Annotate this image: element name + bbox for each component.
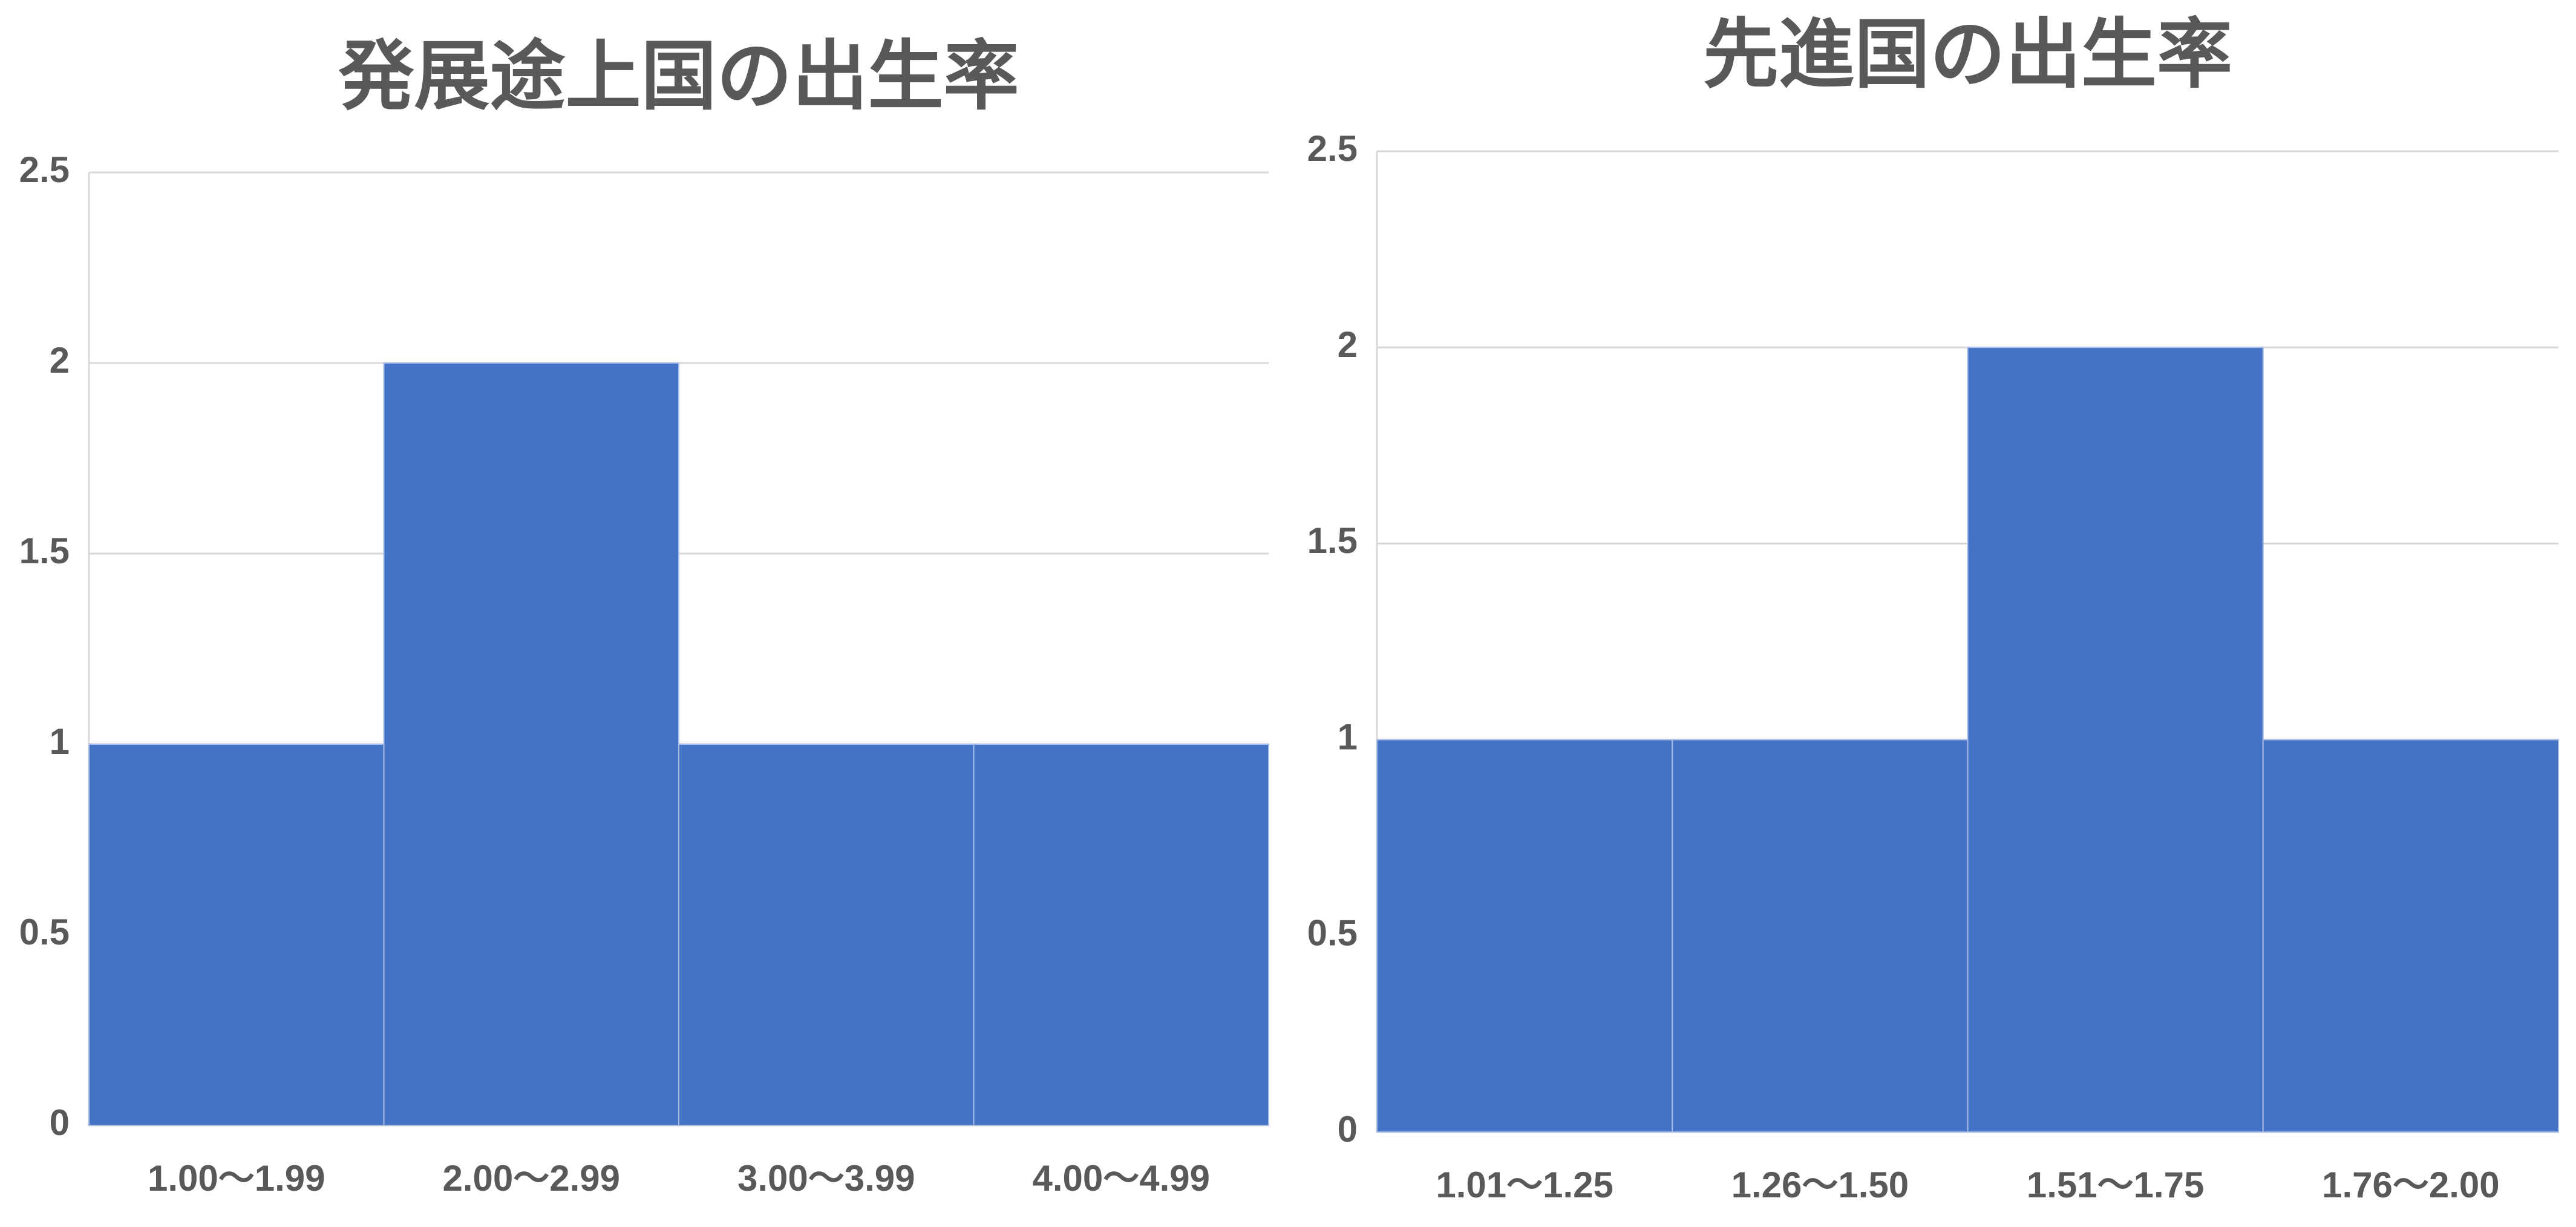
y-tick-label: 2: [1338, 324, 1358, 365]
x-tick-label: 1.01～1.25: [1436, 1165, 1613, 1205]
y-tick-label: 2.5: [1307, 128, 1358, 169]
x-tick-label: 4.00～4.99: [1032, 1158, 1210, 1199]
x-tick-label: 1.51～1.75: [2027, 1165, 2205, 1205]
bar: [973, 744, 1269, 1126]
bar: [88, 744, 385, 1126]
x-tick-label: 1.26～1.50: [1731, 1165, 1909, 1205]
chart-title: 先進国の出生率: [1703, 13, 2232, 97]
y-tick-label: 0: [1338, 1109, 1358, 1150]
y-tick-label: 1: [1338, 716, 1358, 757]
bar: [1376, 739, 1673, 1133]
bar: [1967, 347, 2264, 1133]
bar: [2262, 739, 2559, 1133]
bar: [1672, 739, 1969, 1133]
y-tick-label: 2: [50, 340, 70, 381]
x-tick-label: 3.00～3.99: [737, 1158, 915, 1199]
x-tick-label: 2.00～2.99: [442, 1158, 620, 1199]
y-tick-label: 0: [50, 1102, 70, 1143]
x-tick-label: 1.76～2.00: [2322, 1165, 2500, 1205]
y-tick-label: 1: [50, 721, 70, 762]
y-tick-label: 0.5: [1307, 913, 1358, 954]
x-tick-label: 1.00～1.99: [148, 1158, 325, 1199]
y-tick-label: 2.5: [19, 149, 70, 190]
bar: [383, 362, 679, 1126]
y-tick-label: 0.5: [19, 912, 70, 952]
bar: [678, 744, 975, 1126]
y-tick-label: 1.5: [19, 531, 70, 571]
chart-title: 発展途上国の出生率: [339, 34, 1019, 119]
y-tick-label: 1.5: [1307, 520, 1358, 561]
